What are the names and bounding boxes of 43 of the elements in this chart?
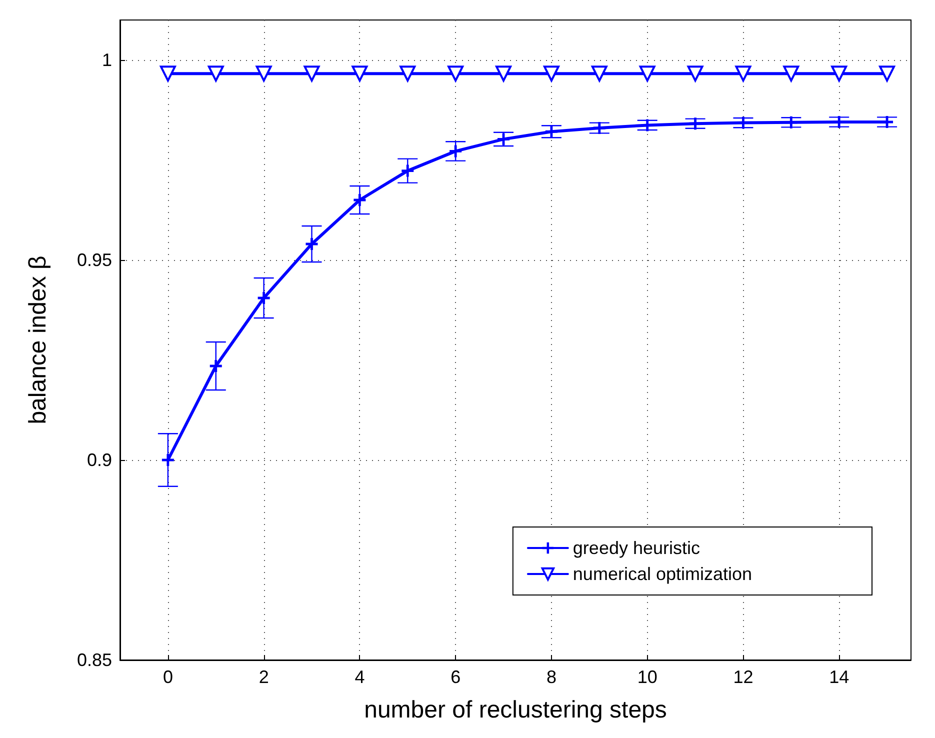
point bbox=[498, 133, 510, 146]
x-tick-label: 14 bbox=[829, 667, 850, 687]
x-tick-label: 10 bbox=[637, 667, 658, 687]
point bbox=[448, 66, 464, 82]
point bbox=[785, 116, 798, 128]
point bbox=[352, 66, 368, 82]
x-tick-label: 12 bbox=[733, 667, 754, 687]
point bbox=[879, 66, 896, 82]
x-tick-label: 0 bbox=[162, 667, 173, 687]
point bbox=[591, 66, 608, 82]
point bbox=[210, 360, 222, 372]
point bbox=[450, 145, 462, 158]
y-tick-label: 0.9 bbox=[86, 450, 112, 470]
y-tick-label: 0.85 bbox=[76, 650, 112, 670]
x-tick-label: 4 bbox=[354, 667, 365, 687]
point bbox=[258, 292, 270, 304]
point bbox=[306, 238, 318, 250]
point bbox=[304, 66, 320, 82]
point bbox=[496, 66, 512, 82]
x-tick-label: 8 bbox=[546, 667, 556, 687]
point bbox=[735, 66, 752, 82]
x-tick-label: 2 bbox=[258, 667, 269, 687]
legend-label: greedy heuristic bbox=[572, 538, 700, 558]
point bbox=[545, 126, 558, 138]
y-tick-label: 0.95 bbox=[76, 250, 112, 270]
point bbox=[543, 66, 560, 82]
point bbox=[256, 66, 272, 82]
point bbox=[402, 164, 414, 177]
point bbox=[208, 66, 224, 82]
point bbox=[400, 66, 416, 82]
y-axis-title: balance index β bbox=[24, 256, 52, 424]
legend-label: numerical optimization bbox=[572, 564, 752, 584]
x-tick-label: 6 bbox=[450, 667, 461, 687]
point bbox=[160, 66, 176, 82]
y-tick-label: 1 bbox=[102, 50, 112, 70]
x-axis-title: number of reclustering steps bbox=[364, 696, 667, 724]
point bbox=[687, 66, 704, 82]
point bbox=[639, 66, 656, 82]
point bbox=[783, 66, 800, 82]
point bbox=[593, 122, 606, 134]
point bbox=[162, 454, 174, 466]
point bbox=[354, 194, 366, 206]
point bbox=[831, 66, 848, 82]
